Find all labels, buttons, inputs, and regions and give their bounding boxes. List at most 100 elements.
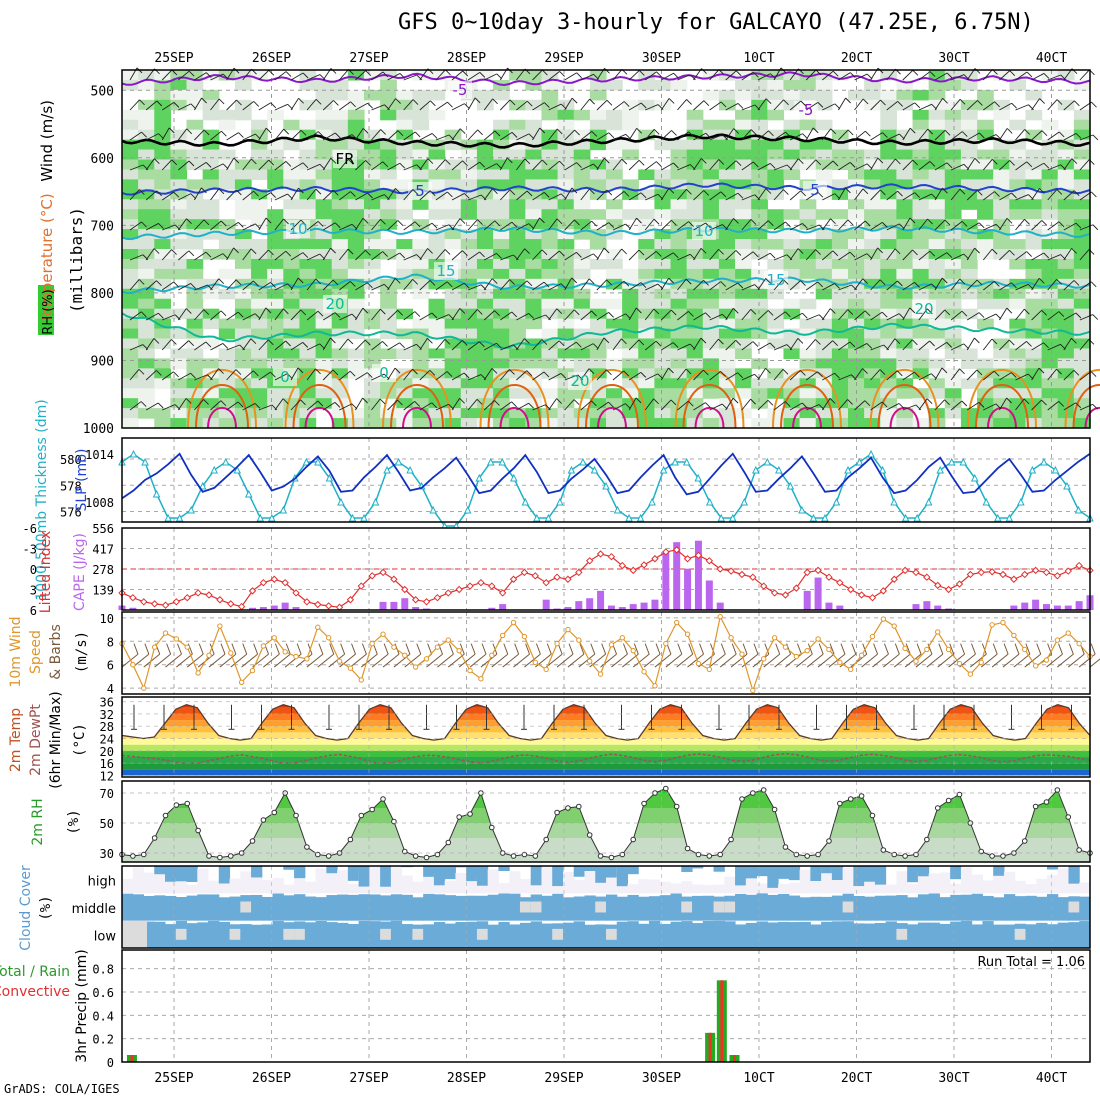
wind-barb [226,311,239,321]
cloud-cell [251,894,263,921]
wind-barb-flag [800,100,807,107]
cloud-cell-high [831,866,844,880]
rh-cell [573,109,591,121]
rh-cell [960,219,978,230]
rh-cell [541,358,559,369]
rh-point [586,832,593,838]
wind-barb [161,101,175,111]
rh-point [1043,799,1050,805]
wind-barb [339,134,353,141]
wind-speed-point [1022,646,1028,653]
rh-cell [848,189,865,200]
cloud-cell [788,922,801,948]
wind-barb [999,249,1010,261]
wind-barb [194,284,208,291]
wind-barb [258,159,270,171]
rh-cell [1057,209,1075,220]
wind-barb [950,98,961,111]
rh-cell [767,70,785,81]
cloud-cell [1057,868,1069,894]
wind-barb [483,400,495,411]
rh-cell [880,209,897,220]
cloud-cell [573,896,585,921]
wind-barb-flag [237,401,244,408]
rh-cell [557,229,575,240]
cloud-cell [487,924,499,948]
li-left-tick: 3 [30,584,37,598]
cloud-cell [487,894,499,921]
wind-barb [580,220,592,231]
cloud-cell [799,869,811,894]
wind-barb [934,277,943,291]
rh-cell [928,99,946,111]
rh-cell [896,79,914,91]
rh-cell [686,318,704,330]
rh-cell [880,348,897,359]
wind-barb-flag [752,341,759,347]
rh-cell [702,408,720,419]
li-point [564,575,572,583]
rh-cell [476,89,494,101]
slp-point [279,505,288,514]
wind-barb [322,158,332,171]
rh-cell [460,209,478,220]
rh-cell [815,398,833,409]
upper-air-tick-label: 1000 [83,422,114,437]
wind-barb-10m-flag [894,643,900,655]
rh-cell [896,308,914,320]
bottom-date-label: 20CT [841,1071,872,1086]
rh-cell [783,348,801,359]
rh-cell [347,278,365,290]
rh-cell [493,169,510,180]
rh-cell [718,298,736,310]
wind-barb [161,371,174,381]
wind-barb [838,187,846,201]
rh-cell [234,258,252,270]
rh-cell [767,129,785,141]
wind-barb [419,248,429,261]
top-date-label: 20CT [841,51,872,66]
rh-cell [444,318,462,330]
rh-cell [944,179,962,190]
rh-cell [606,338,623,350]
rh-cell [186,318,204,330]
wind-barb-flag [494,400,500,406]
rh-cell [783,129,801,141]
wind-barb [693,369,704,381]
wind-barb [950,343,964,351]
cloud-cell [143,895,155,921]
wind-barb [644,71,657,81]
rh-cell [751,249,768,260]
wind-barb-flag [880,189,886,196]
wind-barb [355,218,364,231]
contour-label: 10 [694,222,713,240]
rh-cell [364,199,381,210]
rh-cell [993,209,1010,220]
wind-barb-flag [173,371,179,378]
cloud-cell [509,893,521,921]
cloud-cell [197,922,209,948]
wind-barb-flag [141,131,147,138]
cloud-cell [874,895,887,921]
rh-cell [1025,328,1043,340]
wind-barb [870,99,881,111]
wind-barb-flag [879,369,886,375]
rh-cell [1073,209,1091,220]
rh-cell [138,358,155,369]
slp-point [302,457,311,466]
rh-cell [944,139,962,151]
wind-barb-flag [635,307,642,314]
rh-cell [751,418,768,429]
cloud-gap [412,928,424,940]
wind-barb-10m [893,653,911,668]
contour-label: FR [335,150,354,168]
wind-barb-flag [1038,277,1045,284]
wind-barb [467,129,478,141]
rh-cell [670,378,688,389]
rh-cell [848,318,865,330]
wind-barb [660,399,672,411]
rh-cell [154,249,171,260]
wind-barb [950,74,965,81]
wind-barb [709,101,722,111]
slp-point [648,497,656,506]
